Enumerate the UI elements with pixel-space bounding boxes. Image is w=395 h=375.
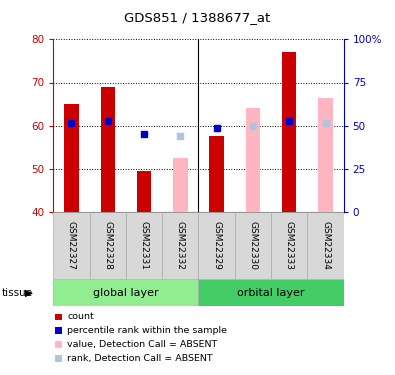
Bar <box>199 212 235 279</box>
Text: tissue: tissue <box>2 288 33 298</box>
Text: GSM22332: GSM22332 <box>176 221 185 270</box>
Bar <box>235 212 271 279</box>
Bar <box>126 212 162 279</box>
Text: count: count <box>67 312 94 321</box>
Bar <box>199 279 344 306</box>
Text: GSM22334: GSM22334 <box>321 221 330 270</box>
Bar <box>100 87 115 212</box>
Bar <box>53 212 90 279</box>
Bar <box>173 158 188 212</box>
Bar <box>53 279 199 306</box>
Text: global layer: global layer <box>93 288 159 297</box>
Bar <box>162 212 199 279</box>
Text: GSM22333: GSM22333 <box>285 221 294 270</box>
Text: GDS851 / 1388677_at: GDS851 / 1388677_at <box>124 12 271 24</box>
Bar <box>307 212 344 279</box>
Text: ▶: ▶ <box>24 288 32 298</box>
Text: rank, Detection Call = ABSENT: rank, Detection Call = ABSENT <box>67 354 213 363</box>
Bar <box>64 104 79 212</box>
Text: GSM22331: GSM22331 <box>139 221 149 270</box>
Text: orbital layer: orbital layer <box>237 288 305 297</box>
Bar <box>209 136 224 212</box>
Text: GSM22329: GSM22329 <box>212 221 221 270</box>
Text: percentile rank within the sample: percentile rank within the sample <box>67 326 227 335</box>
Bar <box>318 98 333 212</box>
Text: GSM22327: GSM22327 <box>67 221 76 270</box>
Bar <box>90 212 126 279</box>
Text: GSM22328: GSM22328 <box>103 221 112 270</box>
Bar <box>246 108 260 212</box>
Bar <box>282 53 297 212</box>
Bar <box>271 212 307 279</box>
Text: GSM22330: GSM22330 <box>248 221 258 270</box>
Bar <box>137 171 151 212</box>
Text: value, Detection Call = ABSENT: value, Detection Call = ABSENT <box>67 340 217 349</box>
